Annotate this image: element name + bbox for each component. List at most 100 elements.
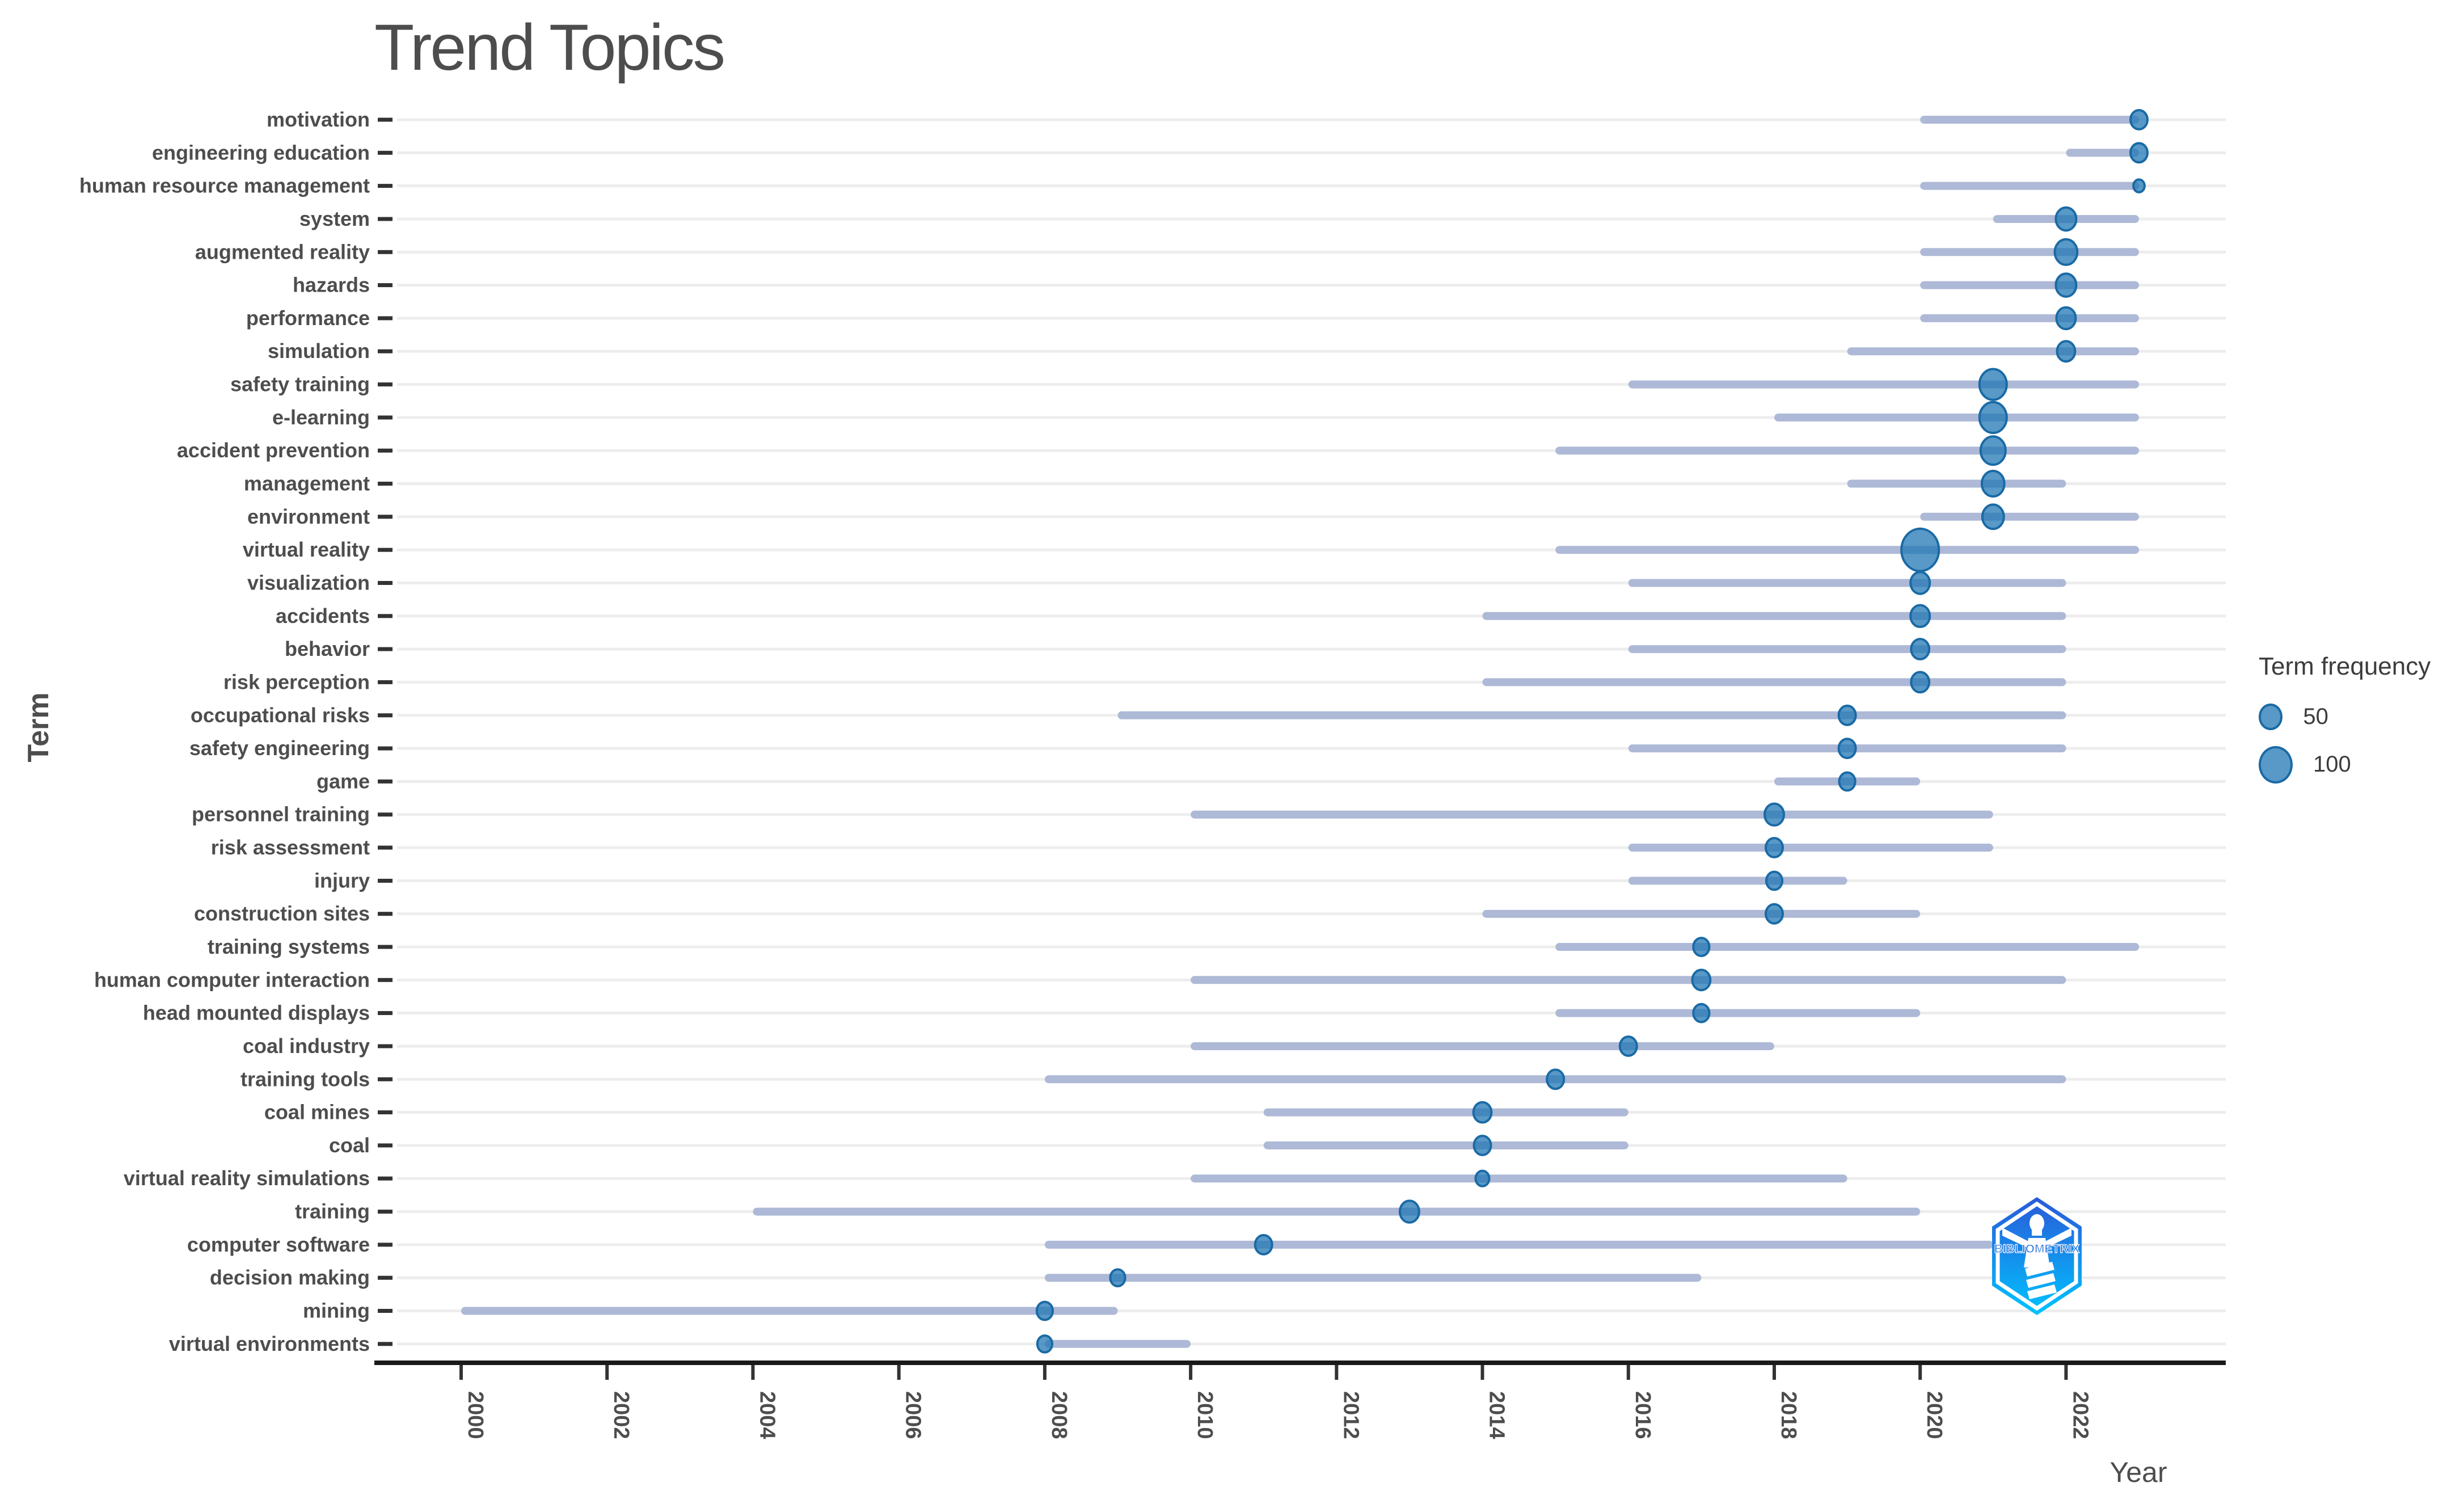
term-range-line	[1628, 380, 2140, 389]
term-label: accidents	[276, 604, 370, 627]
logo-lighthouse	[2002, 1214, 2071, 1299]
y-tick	[378, 482, 393, 486]
y-tick	[378, 1077, 393, 1081]
term-bubble	[2056, 340, 2077, 363]
gridline	[397, 383, 2226, 386]
page-title: Trend Topics	[374, 11, 725, 84]
term-bubble	[1909, 571, 1931, 595]
y-tick	[378, 1275, 393, 1280]
term-bubble	[2053, 238, 2079, 266]
gridline	[397, 118, 2226, 121]
legend-bubble-icon	[2259, 704, 2283, 730]
x-tick-label: 2012	[1339, 1391, 1362, 1439]
term-range-line	[1920, 281, 2139, 289]
term-label: personnel training	[192, 803, 370, 826]
term-bubble	[1473, 1135, 1492, 1156]
term-range-line	[1774, 413, 2139, 422]
term-range-line	[1920, 512, 2139, 521]
term-range-line	[1920, 116, 2139, 124]
term-range-line	[753, 1207, 1921, 1216]
term-range-line	[1628, 579, 2066, 587]
term-label: coal industry	[243, 1034, 370, 1058]
term-bubble	[1910, 638, 1931, 660]
y-tick	[378, 945, 393, 949]
term-bubble	[1398, 1199, 1420, 1224]
term-range-line	[1482, 909, 1921, 918]
x-tick	[1189, 1365, 1193, 1380]
y-tick	[378, 1342, 393, 1346]
term-label: system	[299, 207, 370, 230]
y-tick	[378, 1176, 393, 1181]
term-bubble	[1979, 435, 2007, 466]
term-label: head mounted displays	[143, 1001, 370, 1025]
x-tick-label: 2020	[1922, 1391, 1946, 1439]
legend-items: 50 100	[2259, 704, 2463, 784]
gridline	[397, 780, 2226, 783]
term-range-line	[1920, 182, 2139, 190]
term-bubble	[1910, 671, 1931, 694]
y-tick	[378, 614, 393, 618]
term-range-line	[1482, 678, 2066, 686]
x-tick	[1043, 1365, 1047, 1380]
term-label: environment	[247, 505, 370, 528]
y-tick	[378, 117, 393, 122]
term-label: performance	[246, 306, 370, 330]
term-bubble	[1036, 1334, 1054, 1354]
term-bubble	[2054, 272, 2078, 298]
term-bubble	[1900, 527, 1940, 572]
gridline	[397, 1309, 2226, 1312]
legend: Term frequency 50 100	[2259, 652, 2463, 799]
x-tick-label: 2016	[1631, 1391, 1655, 1439]
y-tick	[378, 184, 393, 188]
legend-item-label: 100	[2313, 752, 2351, 777]
term-bubble	[1837, 704, 1857, 726]
term-label: injury	[314, 869, 370, 892]
logo-text: BIBLIOMETRIX	[1994, 1242, 2080, 1256]
term-label: behavior	[285, 637, 370, 660]
term-bubble	[2054, 206, 2078, 232]
term-bubble	[1837, 738, 1857, 759]
term-bubble	[2129, 142, 2149, 164]
gridline	[397, 846, 2226, 849]
legend-title: Term frequency	[2259, 652, 2431, 680]
term-range-line	[1482, 612, 2066, 620]
term-label: augmented reality	[195, 240, 370, 263]
term-label: game	[317, 769, 370, 793]
x-tick-label: 2014	[1485, 1391, 1509, 1439]
gridline	[397, 912, 2226, 916]
term-bubble	[1765, 837, 1784, 858]
term-label: construction sites	[194, 902, 370, 925]
legend-item: 50	[2259, 704, 2463, 730]
term-range-line	[2066, 149, 2139, 157]
term-range-line	[1920, 248, 2139, 256]
term-bubble	[1692, 937, 1711, 957]
y-tick	[378, 647, 393, 651]
gridline	[397, 879, 2226, 882]
term-range-line	[1191, 1042, 1774, 1050]
term-bubble	[1035, 1300, 1054, 1321]
term-bubble	[1472, 1101, 1493, 1124]
bibliometrix-logo: BIBLIOMETRIX	[1992, 1197, 2082, 1315]
term-label: accident prevention	[177, 439, 370, 462]
y-tick	[378, 779, 393, 784]
x-tick	[1773, 1365, 1776, 1380]
term-label: training	[295, 1200, 370, 1223]
term-range-line	[1628, 645, 2066, 654]
term-label: occupational risks	[191, 704, 370, 727]
x-tick	[751, 1365, 755, 1380]
gridline	[397, 680, 2226, 684]
term-range-line	[1117, 711, 2066, 719]
gridline	[397, 1012, 2226, 1015]
gridline	[397, 582, 2226, 584]
y-tick	[378, 415, 393, 420]
term-range-line	[1263, 1108, 1628, 1117]
x-tick-label: 2018	[1777, 1391, 1800, 1439]
gridline	[397, 151, 2226, 154]
y-tick	[378, 812, 393, 817]
term-range-line	[1555, 1009, 1921, 1017]
term-range-line	[1555, 447, 2140, 455]
gridline	[397, 349, 2226, 353]
term-range-line	[1847, 479, 2066, 488]
